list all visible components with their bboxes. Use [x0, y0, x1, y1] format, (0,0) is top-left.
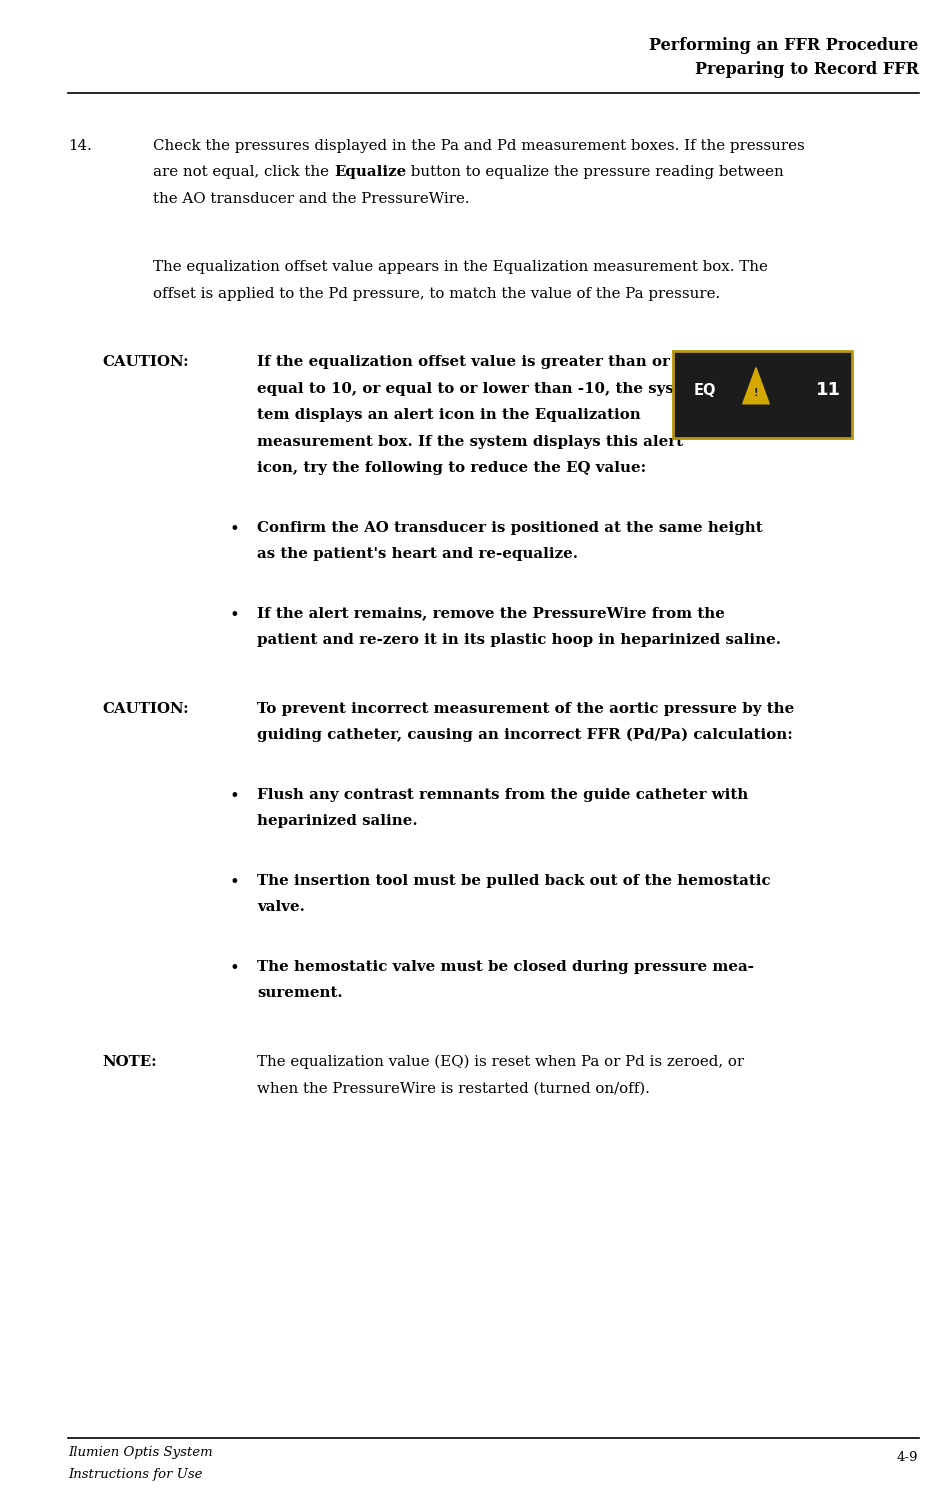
Text: •: • — [229, 788, 239, 804]
Text: The insertion tool must be pulled back out of the hemostatic: The insertion tool must be pulled back o… — [257, 874, 770, 887]
Text: Preparing to Record FFR: Preparing to Record FFR — [694, 60, 918, 78]
Text: Ilumien Optis System: Ilumien Optis System — [68, 1446, 212, 1459]
Text: If the alert remains, remove the PressureWire from the: If the alert remains, remove the Pressur… — [257, 607, 724, 620]
Text: •: • — [229, 960, 239, 976]
Text: NOTE:: NOTE: — [102, 1055, 157, 1068]
Text: The hemostatic valve must be closed during pressure mea-: The hemostatic valve must be closed duri… — [257, 960, 753, 973]
Text: measurement box. If the system displays this alert: measurement box. If the system displays … — [257, 435, 683, 448]
Text: Check the pressures displayed in the Pa and Pd measurement boxes. If the pressur: Check the pressures displayed in the Pa … — [153, 139, 804, 152]
Text: valve.: valve. — [257, 899, 305, 914]
Text: equal to 10, or equal to or lower than -10, the sys-: equal to 10, or equal to or lower than -… — [257, 382, 680, 395]
Text: 11: 11 — [816, 382, 840, 398]
Text: •: • — [229, 521, 239, 537]
Text: CAUTION:: CAUTION: — [102, 702, 189, 715]
Text: !: ! — [753, 388, 757, 398]
Text: Flush any contrast remnants from the guide catheter with: Flush any contrast remnants from the gui… — [257, 788, 748, 801]
Text: icon, try the following to reduce the EQ value:: icon, try the following to reduce the EQ… — [257, 460, 646, 475]
Text: To prevent incorrect measurement of the aortic pressure by the: To prevent incorrect measurement of the … — [257, 702, 794, 715]
FancyBboxPatch shape — [672, 350, 851, 438]
Text: heparinized saline.: heparinized saline. — [257, 813, 417, 828]
Text: 4-9: 4-9 — [896, 1452, 918, 1464]
Text: the AO transducer and the PressureWire.: the AO transducer and the PressureWire. — [153, 192, 469, 205]
Text: offset is applied to the Pd pressure, to match the value of the Pa pressure.: offset is applied to the Pd pressure, to… — [153, 287, 719, 300]
Text: Equalize: Equalize — [333, 166, 406, 180]
Text: as the patient's heart and re-equalize.: as the patient's heart and re-equalize. — [257, 546, 578, 561]
Text: surement.: surement. — [257, 985, 343, 1000]
Text: 14.: 14. — [68, 139, 92, 152]
Text: guiding catheter, causing an incorrect FFR (Pd/Pa) calculation:: guiding catheter, causing an incorrect F… — [257, 727, 792, 742]
Text: when the PressureWire is restarted (turned on/off).: when the PressureWire is restarted (turn… — [257, 1080, 649, 1096]
Text: If the equalization offset value is greater than or: If the equalization offset value is grea… — [257, 355, 669, 370]
Text: •: • — [229, 607, 239, 623]
Text: •: • — [229, 874, 239, 890]
Text: tem displays an alert icon in the Equalization: tem displays an alert icon in the Equali… — [257, 407, 640, 423]
Text: The equalization offset value appears in the Equalization measurement box. The: The equalization offset value appears in… — [153, 260, 767, 275]
Text: CAUTION:: CAUTION: — [102, 355, 189, 370]
Polygon shape — [742, 368, 768, 404]
Text: The equalization value (EQ) is reset when Pa or Pd is zeroed, or: The equalization value (EQ) is reset whe… — [257, 1055, 743, 1070]
Text: Performing an FFR Procedure: Performing an FFR Procedure — [649, 36, 918, 54]
Text: Instructions for Use: Instructions for Use — [68, 1467, 202, 1480]
Text: EQ: EQ — [693, 383, 716, 397]
Text: Confirm the AO transducer is positioned at the same height: Confirm the AO transducer is positioned … — [257, 521, 762, 534]
Text: button to equalize the pressure reading between: button to equalize the pressure reading … — [406, 166, 783, 180]
Text: are not equal, click the: are not equal, click the — [153, 166, 333, 180]
Text: patient and re-zero it in its plastic hoop in heparinized saline.: patient and re-zero it in its plastic ho… — [257, 632, 780, 647]
